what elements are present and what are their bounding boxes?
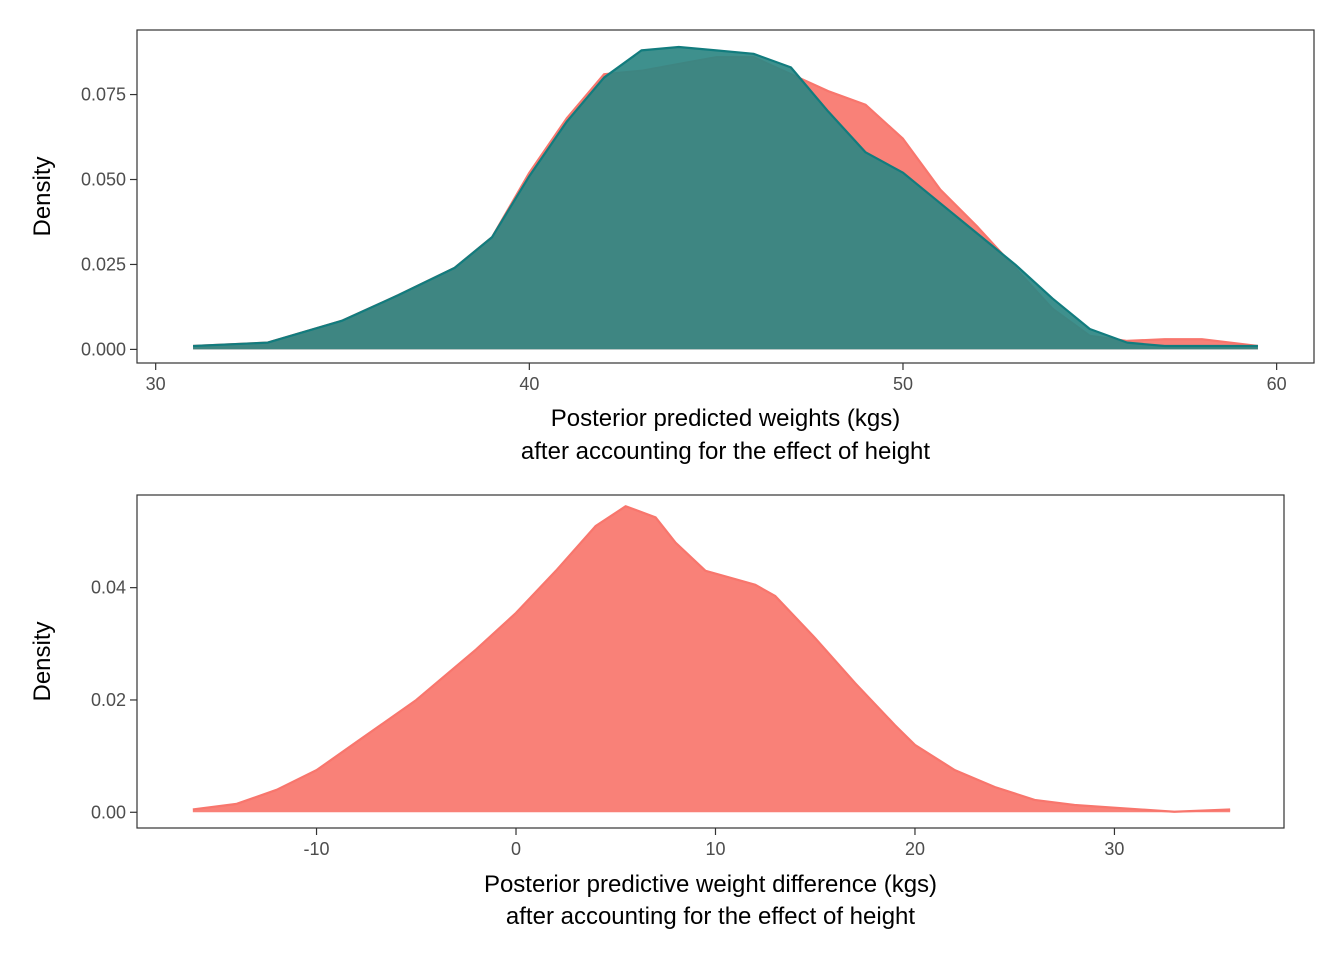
x-axis-subtitle: after accounting for the effect of heigh… xyxy=(521,438,930,465)
x-tick-label: 40 xyxy=(519,374,539,394)
x-tick-label: 50 xyxy=(893,374,913,394)
density-line-series-0 xyxy=(192,505,1231,813)
x-axis-subtitle: after accounting for the effect of heigh… xyxy=(506,903,915,930)
y-tick-label: 0.025 xyxy=(81,254,126,274)
x-tick-label: 0 xyxy=(511,839,521,859)
y-tick-label: 0.04 xyxy=(91,578,126,598)
y-tick-label: 0.02 xyxy=(91,690,126,710)
y-tick-label: 0.075 xyxy=(81,85,126,105)
x-tick-label: -10 xyxy=(304,839,330,859)
chart-panel-weights: 30 40 50 60 0.000 0.025 0.050 0.075 Posterior pr… xyxy=(29,29,1315,465)
panel-border xyxy=(136,29,1315,364)
x-axis-title: Posterior predictive weight difference (… xyxy=(484,871,937,898)
y-tick-label: 0.050 xyxy=(81,170,126,190)
y-axis-title: Density xyxy=(29,156,56,236)
x-tick-label: 30 xyxy=(1104,839,1124,859)
x-tick-label: 20 xyxy=(905,839,925,859)
x-tick-label: 60 xyxy=(1267,374,1287,394)
y-axis-title: Density xyxy=(29,621,56,701)
density-area-series-1 xyxy=(193,46,1258,350)
panel-border xyxy=(136,494,1285,829)
x-tick-label: 10 xyxy=(705,839,725,859)
x-axis-title: Posterior predicted weights (kgs) xyxy=(551,405,900,432)
x-tick-label: 30 xyxy=(146,374,166,394)
y-tick-label: 0.00 xyxy=(91,802,126,822)
density-area-series-0 xyxy=(192,506,1231,813)
y-tick-label: 0.000 xyxy=(81,339,126,359)
chart-panel-difference: -10 0 10 20 30 0.00 0.02 0.04 Posterior predicti… xyxy=(29,494,1285,930)
density-line-series-1 xyxy=(193,45,1258,348)
